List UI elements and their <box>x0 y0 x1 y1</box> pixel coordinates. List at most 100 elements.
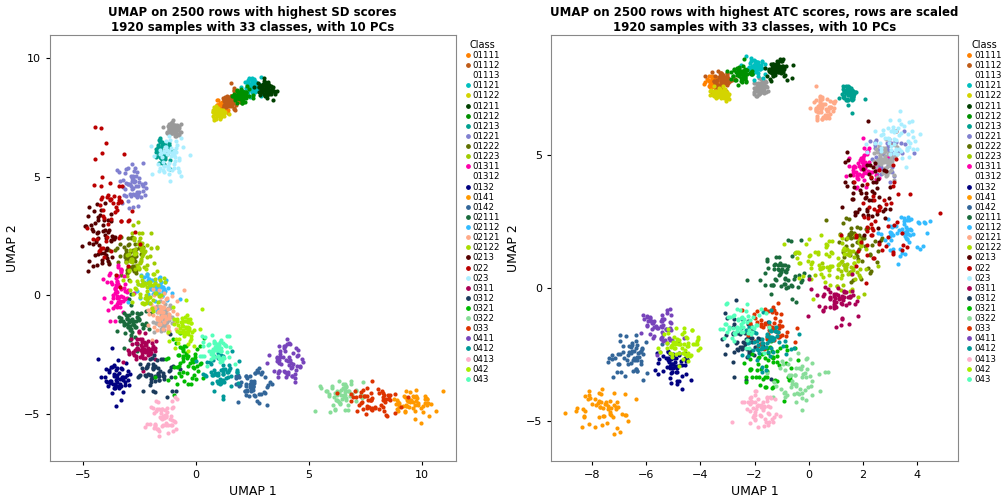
Point <box>123 331 139 339</box>
Point <box>406 393 422 401</box>
Point <box>868 145 884 153</box>
Point <box>757 64 773 72</box>
Point <box>85 227 101 235</box>
Point <box>870 263 886 271</box>
Point <box>891 226 907 234</box>
Point <box>119 269 135 277</box>
Point <box>131 264 147 272</box>
Point <box>606 389 622 397</box>
Point <box>685 340 702 348</box>
Point <box>140 275 156 283</box>
Point <box>134 335 150 343</box>
Point <box>777 337 793 345</box>
Point <box>632 360 648 368</box>
Point <box>882 150 898 158</box>
Point <box>708 80 724 88</box>
Point <box>115 358 131 366</box>
Point <box>832 231 848 239</box>
Point <box>168 363 184 371</box>
Point <box>199 372 215 380</box>
Point <box>331 377 347 385</box>
Point <box>759 83 775 91</box>
Point <box>810 248 827 256</box>
Point <box>131 316 147 324</box>
Point <box>245 91 261 99</box>
Point <box>859 251 875 259</box>
Point <box>332 399 348 407</box>
Point <box>174 326 191 334</box>
Point <box>851 257 867 265</box>
Point <box>99 278 115 286</box>
Point <box>709 87 725 95</box>
Point <box>149 285 165 293</box>
Point <box>145 259 161 267</box>
Point <box>827 290 843 298</box>
Point <box>133 309 149 318</box>
Point <box>709 78 725 86</box>
Point <box>245 386 261 394</box>
Point <box>667 350 683 358</box>
Point <box>854 181 870 189</box>
Point <box>697 80 713 88</box>
Point <box>706 75 722 83</box>
Point <box>765 348 781 356</box>
Point <box>747 314 763 323</box>
Point <box>98 377 114 385</box>
Point <box>668 324 684 332</box>
Point <box>172 128 188 136</box>
Point <box>883 141 899 149</box>
Point <box>847 208 863 216</box>
Point <box>214 111 230 119</box>
Point <box>233 86 249 94</box>
Point <box>882 232 898 240</box>
Point <box>749 356 765 364</box>
Point <box>894 246 910 254</box>
Point <box>720 74 736 82</box>
Point <box>399 397 415 405</box>
Point <box>830 273 846 281</box>
Point <box>106 362 122 370</box>
Point <box>765 383 781 391</box>
Point <box>881 147 897 155</box>
Point <box>659 306 675 314</box>
Point <box>126 234 142 242</box>
Point <box>713 85 729 93</box>
Point <box>102 196 118 204</box>
Point <box>592 403 608 411</box>
Point <box>769 358 785 366</box>
Point <box>726 310 742 319</box>
Point <box>858 265 874 273</box>
Point <box>165 125 181 133</box>
Point <box>113 232 129 240</box>
Point <box>147 372 163 381</box>
Point <box>214 356 230 364</box>
Point <box>834 258 850 266</box>
Point <box>89 200 105 208</box>
Point <box>215 353 231 361</box>
Point <box>846 259 862 267</box>
Point <box>812 388 829 396</box>
Point <box>741 345 757 353</box>
Point <box>879 170 895 178</box>
Point <box>243 377 259 385</box>
Point <box>116 322 132 330</box>
Point <box>259 94 275 102</box>
Point <box>850 255 866 263</box>
Point <box>639 322 655 330</box>
Point <box>742 69 758 77</box>
Point <box>170 122 186 131</box>
Point <box>216 108 232 116</box>
Point <box>153 152 169 160</box>
Point <box>827 97 843 105</box>
Point <box>141 275 157 283</box>
Point <box>794 370 810 379</box>
Point <box>147 388 163 396</box>
Point <box>119 251 135 259</box>
Point <box>223 92 239 100</box>
Point <box>597 400 613 408</box>
Point <box>778 269 794 277</box>
Point <box>738 377 754 386</box>
Point <box>216 109 232 117</box>
Point <box>665 344 681 352</box>
Point <box>166 316 182 324</box>
